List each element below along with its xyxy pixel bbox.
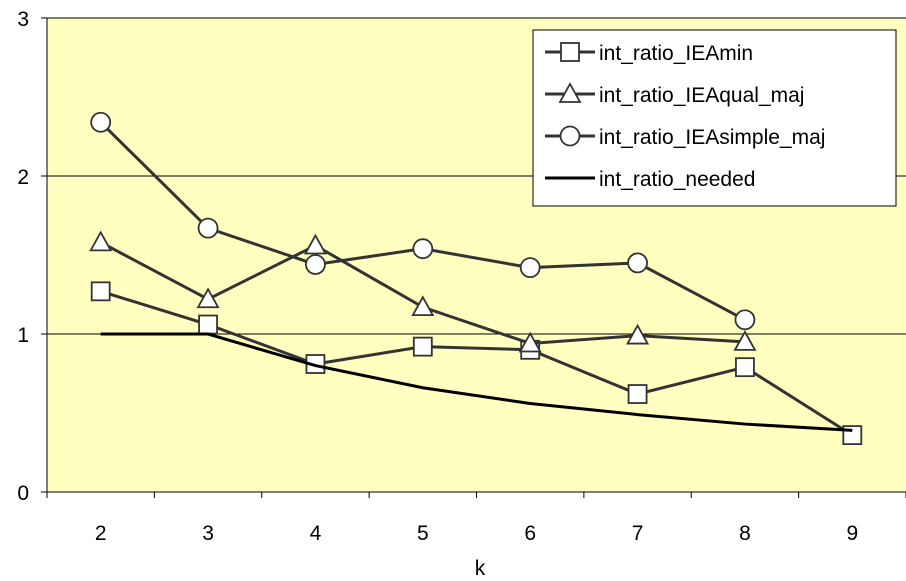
x-tick-label: 4	[310, 522, 322, 545]
data-point-circle	[412, 238, 434, 260]
x-tick-label: 7	[632, 522, 644, 545]
x-axis-title: k	[475, 557, 486, 580]
legend-label: int_ratio_IEAmin	[599, 42, 753, 65]
y-tick-label: 0	[17, 482, 29, 505]
legend-entry: int_ratio_IEAqual_maj	[545, 82, 804, 107]
series-int_ratio_IEAsimple_maj	[90, 111, 756, 331]
x-tick-label: 3	[202, 522, 214, 545]
legend-label: int_ratio_needed	[599, 168, 755, 191]
legend-label: int_ratio_IEAsimple_maj	[599, 126, 825, 149]
legend-marker-triangle	[558, 82, 582, 103]
axes	[41, 17, 906, 498]
data-point-square	[735, 357, 755, 378]
data-point-triangle	[196, 287, 220, 309]
series-int_ratio_needed	[100, 332, 853, 432]
tick-labels: 0 1 2 3 2 3 4 5 6 7 8 9	[17, 8, 858, 545]
data-point-square	[627, 384, 648, 404]
legend-entry: int_ratio_needed	[545, 168, 755, 191]
data-point-square	[198, 314, 218, 335]
data-point-triangle	[626, 323, 650, 345]
y-tick-label: 1	[17, 324, 29, 347]
data-point-circle	[627, 252, 648, 274]
data-point-triangle	[518, 331, 542, 353]
data-point-circle	[519, 257, 541, 279]
data-point-triangle	[733, 330, 757, 351]
legend-entry: int_ratio_IEAsimple_maj	[545, 125, 825, 149]
legend-marker-circle	[559, 125, 581, 147]
data-point-circle	[197, 217, 219, 239]
legend-marker-square	[560, 42, 580, 62]
data-point-circle	[305, 254, 326, 275]
series-int_ratio_IEAmin	[90, 281, 863, 446]
legend-label: int_ratio_IEAqual_maj	[599, 84, 804, 107]
legend: int_ratio_IEAmin int_ratio_IEAqual_majint…	[532, 29, 897, 207]
series-layer	[89, 111, 863, 446]
legend-entry: int_ratio_IEAmin	[545, 42, 753, 65]
data-point-circle	[90, 111, 112, 133]
data-point-square	[90, 281, 111, 302]
series-line	[100, 332, 853, 432]
x-tick-label: 8	[739, 522, 751, 545]
x-tick-label: 5	[417, 522, 429, 545]
data-point-triangle	[411, 295, 435, 317]
data-point-square	[412, 336, 433, 357]
x-tick-label: 6	[524, 522, 536, 545]
series-int_ratio_IEAqual_maj	[89, 230, 757, 353]
x-tick-label: 9	[846, 522, 858, 545]
data-point-triangle	[89, 230, 113, 252]
series-line	[100, 289, 854, 437]
data-point-triangle	[303, 233, 327, 255]
y-tick-label: 2	[17, 166, 29, 189]
y-tick-label: 3	[17, 8, 29, 31]
x-tick-label: 2	[95, 522, 107, 545]
data-point-circle	[734, 309, 756, 331]
